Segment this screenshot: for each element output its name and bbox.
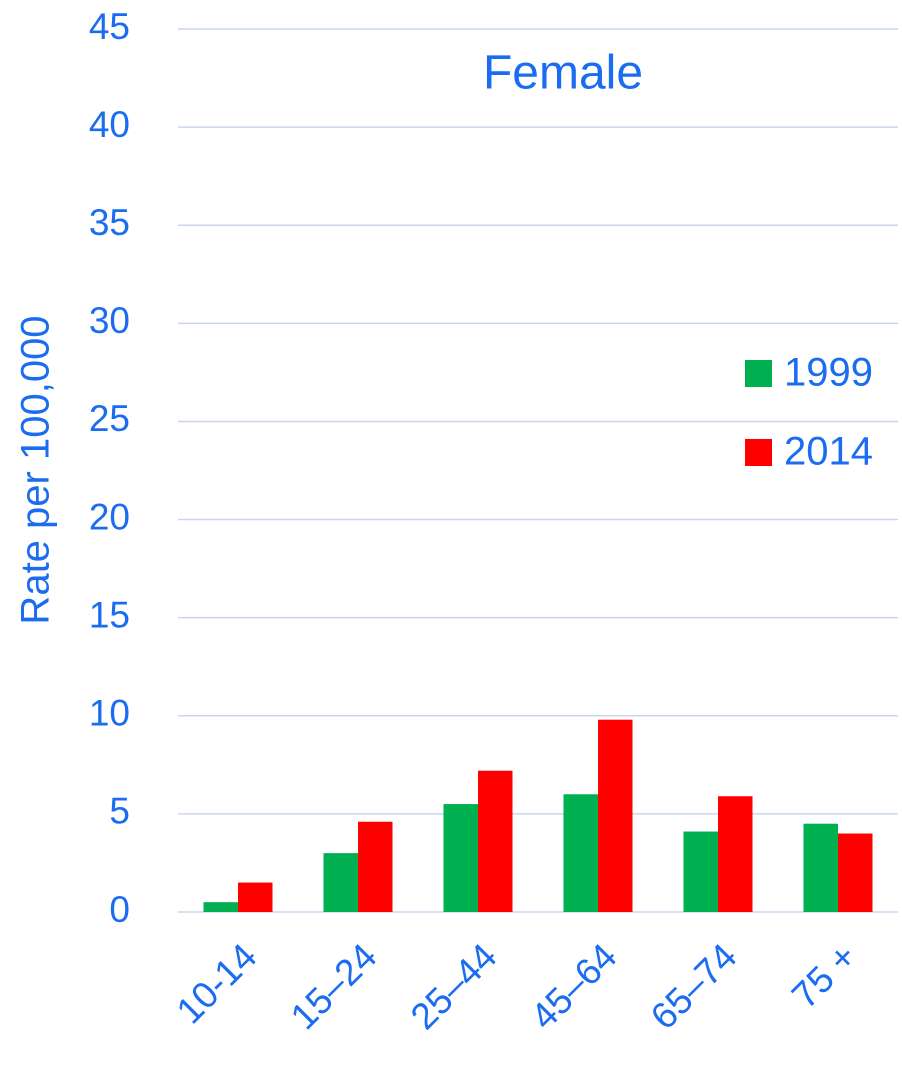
legend-swatch [745, 439, 772, 466]
bar [358, 821, 393, 912]
bar [563, 794, 598, 912]
x-tick-label: 75 + [784, 936, 865, 1017]
y-tick-label: 40 [89, 104, 130, 145]
bar [203, 902, 238, 912]
bar [598, 719, 633, 912]
x-tick-label: 65–74 [643, 936, 745, 1038]
bar [683, 831, 718, 912]
bar [838, 833, 873, 912]
bar [323, 853, 358, 912]
y-tick-label: 15 [89, 594, 130, 635]
bar [238, 882, 273, 912]
y-tick-label: 10 [89, 693, 130, 734]
legend-label: 1999 [784, 351, 873, 395]
chart-title: Female [483, 47, 643, 100]
x-tick-label: 15–24 [283, 936, 385, 1038]
bar [478, 770, 513, 912]
legend-swatch [745, 360, 772, 387]
y-tick-label: 20 [89, 496, 130, 537]
bar [803, 823, 838, 912]
bar [443, 804, 478, 912]
legend-label: 2014 [784, 430, 873, 474]
x-tick-label: 25–44 [403, 936, 505, 1038]
x-tick-label: 45–64 [523, 936, 625, 1038]
y-tick-label: 0 [109, 889, 130, 930]
y-tick-label: 35 [89, 202, 130, 243]
y-tick-label: 30 [89, 300, 130, 341]
y-axis-label: Rate per 100,000 [14, 315, 58, 624]
bar [718, 796, 753, 912]
y-tick-label: 45 [89, 6, 130, 47]
x-tick-label: 10-14 [169, 936, 265, 1032]
y-tick-label: 5 [109, 791, 130, 832]
y-tick-label: 25 [89, 398, 130, 439]
